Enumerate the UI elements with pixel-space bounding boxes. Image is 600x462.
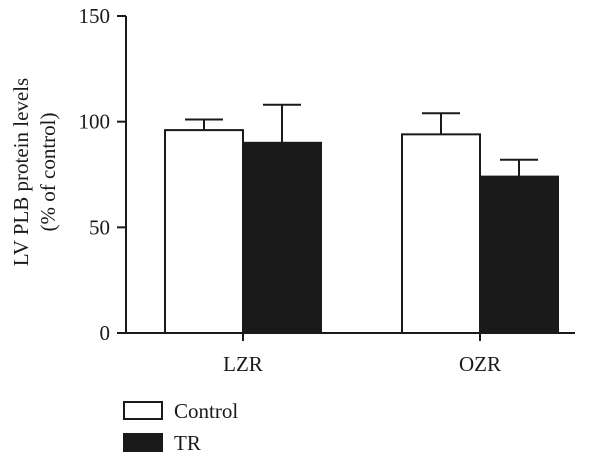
y-tick-label: 50 [89,215,110,239]
y-tick-label: 150 [79,4,111,28]
bars [164,129,559,334]
bar-control-lzr [164,129,244,334]
bar-control-ozr [401,133,481,334]
y-tick-label: 100 [79,110,111,134]
legend: Control TR [123,399,238,455]
x-category-label: LZR [223,352,263,376]
bar-tr-lzr [242,141,322,334]
y-axis-title-line2: (% of control) [36,113,60,232]
y-axis-title-line1: LV PLB protein levels [9,78,33,266]
legend-label-control: Control [174,399,238,423]
x-category-label: OZR [459,352,501,376]
legend-swatch-control [123,401,163,420]
legend-swatch-tr [123,433,163,452]
y-tick-label: 0 [100,321,111,345]
error-bars [185,103,538,177]
y-axis-ticks: 0 50 100 150 [79,4,126,345]
y-axis-title: LV PLB protein levels (% of control) [9,78,60,266]
axes [125,16,575,334]
x-axis-labels: LZR OZR [223,333,501,376]
legend-label-tr: TR [174,431,201,455]
bar-tr-ozr [479,175,559,334]
